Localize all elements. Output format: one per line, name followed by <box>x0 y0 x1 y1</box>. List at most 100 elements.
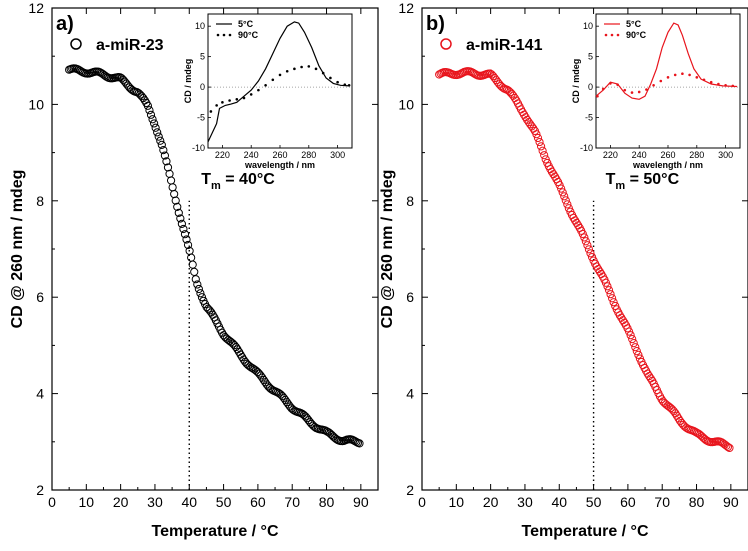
data-point <box>604 286 614 295</box>
inset-series-dot <box>293 67 296 71</box>
inset-series-dot <box>645 88 648 91</box>
data-point <box>156 136 165 145</box>
data-point <box>182 235 191 244</box>
x-tick-label: 40 <box>181 494 197 510</box>
x-tick-label: 20 <box>483 494 499 510</box>
data-point <box>632 347 641 356</box>
data-point <box>188 260 197 269</box>
inset-series-dot <box>666 76 670 79</box>
data-point <box>179 224 188 234</box>
x-tick-label: 50 <box>586 494 602 510</box>
inset-series-dot <box>242 96 246 100</box>
inset-frame <box>595 13 741 149</box>
inset-legend-label: 5°C <box>626 19 642 29</box>
inset-legend-marker <box>216 33 220 37</box>
data-point <box>196 289 205 298</box>
data-points <box>435 67 734 453</box>
data-point <box>629 339 638 348</box>
tm-annotation: Tm = 40°C <box>201 171 275 192</box>
x-tick-label: 60 <box>250 494 266 510</box>
inset-x-axis-label: wavelength / nm <box>244 160 315 170</box>
inset-legend-marker <box>222 33 226 37</box>
data-point <box>177 219 186 228</box>
x-tick-label: 90 <box>723 494 739 510</box>
inset-series-dot <box>336 80 339 84</box>
data-point <box>606 290 615 299</box>
x-tick-label: 70 <box>654 494 670 510</box>
data-point <box>176 214 185 223</box>
inset-series-dot <box>228 99 231 102</box>
data-point <box>624 327 634 336</box>
inset-series-dot <box>314 67 318 71</box>
x-tick-label: 0 <box>48 494 56 510</box>
data-point <box>723 442 733 452</box>
inset-y-tick-label: 5 <box>588 52 593 62</box>
data-point <box>583 241 592 250</box>
data-point <box>162 157 171 166</box>
inset-y-tick-label: 0 <box>200 82 205 92</box>
inset-series-dot <box>724 83 727 87</box>
tm-annotation-sub: m <box>615 180 625 192</box>
data-point <box>355 439 364 448</box>
data-point <box>173 202 182 212</box>
x-tick-label: 0 <box>418 494 426 510</box>
data-points <box>65 64 364 448</box>
data-point <box>146 110 156 119</box>
x-tick-label: 70 <box>284 494 300 510</box>
inset-frame <box>207 13 353 149</box>
data-point <box>183 240 193 250</box>
data-point <box>628 334 637 344</box>
inset-series-dot <box>616 83 619 86</box>
inset-series-dot <box>609 82 612 85</box>
data-point <box>143 101 153 110</box>
inset-series-dot <box>221 101 224 104</box>
data-point <box>563 200 572 209</box>
inset-series-dot <box>285 69 289 73</box>
x-axis-label: Temperature / °C <box>151 523 278 540</box>
data-point <box>626 331 635 340</box>
inset-series-dot <box>702 78 706 82</box>
inset-y-axis-label: CD / mdeg <box>183 59 193 104</box>
inset-series-dot <box>717 82 720 86</box>
data-point <box>163 163 173 172</box>
legend-marker <box>70 38 82 50</box>
x-tick-label: 60 <box>620 494 636 510</box>
data-point <box>153 128 162 137</box>
tm-annotation: Tm = 50°C <box>606 171 680 192</box>
inset-series-dots <box>209 65 351 113</box>
y-tick-label: 4 <box>406 386 414 402</box>
data-point <box>194 284 203 294</box>
data-point <box>584 245 594 254</box>
inset-x-tick-label: 300 <box>718 150 733 160</box>
inset-series-dot <box>271 78 275 82</box>
y-tick-label: 4 <box>36 386 44 402</box>
inset-y-tick-label: -10 <box>580 143 593 153</box>
inset-series-dot <box>637 90 641 94</box>
inset-legend-label: 5°C <box>238 19 254 29</box>
data-point <box>535 137 544 147</box>
inset-series-dot <box>709 80 713 84</box>
data-point <box>174 208 183 217</box>
inset-series-dot <box>688 73 691 77</box>
legend-marker <box>440 38 452 50</box>
data-point <box>197 293 207 302</box>
inset-y-axis-label: CD / mdeg <box>571 59 581 104</box>
x-tick-label: 90 <box>353 494 369 510</box>
inset-series-dot <box>695 76 699 79</box>
inset-series-dot <box>321 71 325 75</box>
data-point <box>603 282 612 291</box>
data-point <box>180 230 190 239</box>
tm-annotation-prefix: T <box>606 171 616 188</box>
inset-series-dot <box>300 65 303 69</box>
data-point <box>171 196 180 205</box>
data-point <box>151 123 160 132</box>
data-point <box>634 350 643 359</box>
data-point <box>560 192 569 201</box>
inset-y-tick-label: 10 <box>195 21 205 31</box>
data-point <box>193 280 202 289</box>
data-point <box>149 119 159 128</box>
data-point <box>558 188 567 197</box>
data-point <box>536 142 546 151</box>
